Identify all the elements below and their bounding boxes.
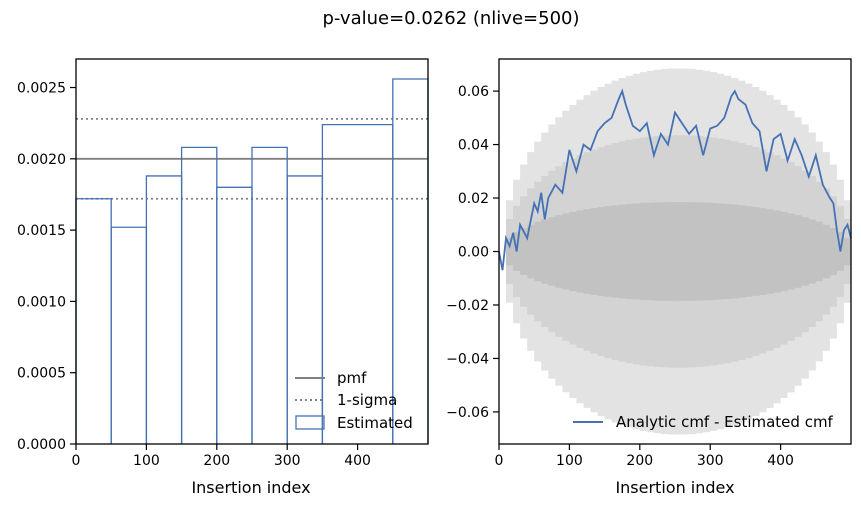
- x-tick-label: 300: [697, 453, 724, 469]
- pmf-histogram-axes: 0 100 200 300 400 0.0000 0.0005 0.0010 0.0015 0.0…: [17, 58, 429, 497]
- legend-estimated-swatch: [295, 415, 325, 430]
- histogram-bin: [392, 78, 429, 444]
- histogram-bin: [110, 226, 148, 444]
- x-axis-label: Insertion index: [191, 478, 310, 497]
- plot-area: 0 100 200 300 400 −0.06 −0.04 −0.02 0.00 0.02 0.04…: [446, 58, 852, 469]
- legend-pmf-label: pmf: [337, 369, 367, 387]
- cmf-difference-axes: 0 100 200 300 400 −0.06 −0.04 −0.02 0.00 0.02 0.04…: [446, 58, 852, 497]
- legend-1-sigma-label: 1-sigma: [337, 391, 397, 409]
- cmf-difference-line: [498, 88, 852, 271]
- x-tick-label: 400: [767, 453, 794, 469]
- x-tick-label: 0: [495, 453, 504, 469]
- legend: pmf 1-sigma Estimated: [295, 369, 413, 432]
- x-axis-label: Insertion index: [615, 478, 734, 497]
- histogram-bin: [251, 146, 288, 444]
- chart-title: p-value=0.0262 (nlive=500): [322, 8, 579, 29]
- y-tick-label: 0.04: [458, 138, 489, 154]
- y-tick-label: −0.06: [446, 405, 489, 421]
- y-tick-label: 0.06: [458, 84, 489, 100]
- y-tick-label: 0.00: [458, 245, 489, 261]
- histogram-bin: [180, 146, 218, 444]
- axes-frame: [75, 58, 429, 445]
- y-tick-label: −0.04: [446, 351, 489, 367]
- x-tick-label: 100: [556, 453, 583, 469]
- histogram-bin: [145, 175, 183, 444]
- y-tick-label: 0.0000: [17, 437, 66, 453]
- legend-cmf-diff-label: Analytic cmf - Estimated cmf: [616, 413, 834, 431]
- histogram-bin: [286, 175, 324, 444]
- y-tick-label: −0.02: [446, 298, 489, 314]
- band-1-sigma: [499, 202, 851, 301]
- x-tick-label: 400: [344, 453, 371, 469]
- x-tick-label: 100: [133, 453, 160, 469]
- x-tick-label: 0: [72, 453, 81, 469]
- legend-estimated-label: Estimated: [337, 414, 413, 432]
- plot-area: 0 100 200 300 400 0.0000 0.0005 0.0010 0.0015 0.0…: [17, 58, 429, 469]
- histogram-bin: [216, 186, 253, 444]
- x-tick-label: 200: [203, 453, 230, 469]
- y-tick-label: 0.02: [458, 191, 489, 207]
- y-tick-label: 0.0010: [17, 294, 66, 310]
- y-tick-label: 0.0020: [17, 152, 66, 168]
- x-tick-label: 300: [274, 453, 301, 469]
- legend: Analytic cmf - Estimated cmf: [573, 413, 834, 431]
- x-tick-label: 200: [626, 453, 653, 469]
- y-tick-label: 0.0025: [17, 81, 66, 97]
- y-tick-label: 0.0005: [17, 366, 66, 382]
- y-tick-label: 0.0015: [17, 223, 66, 239]
- histogram-bin: [75, 198, 112, 444]
